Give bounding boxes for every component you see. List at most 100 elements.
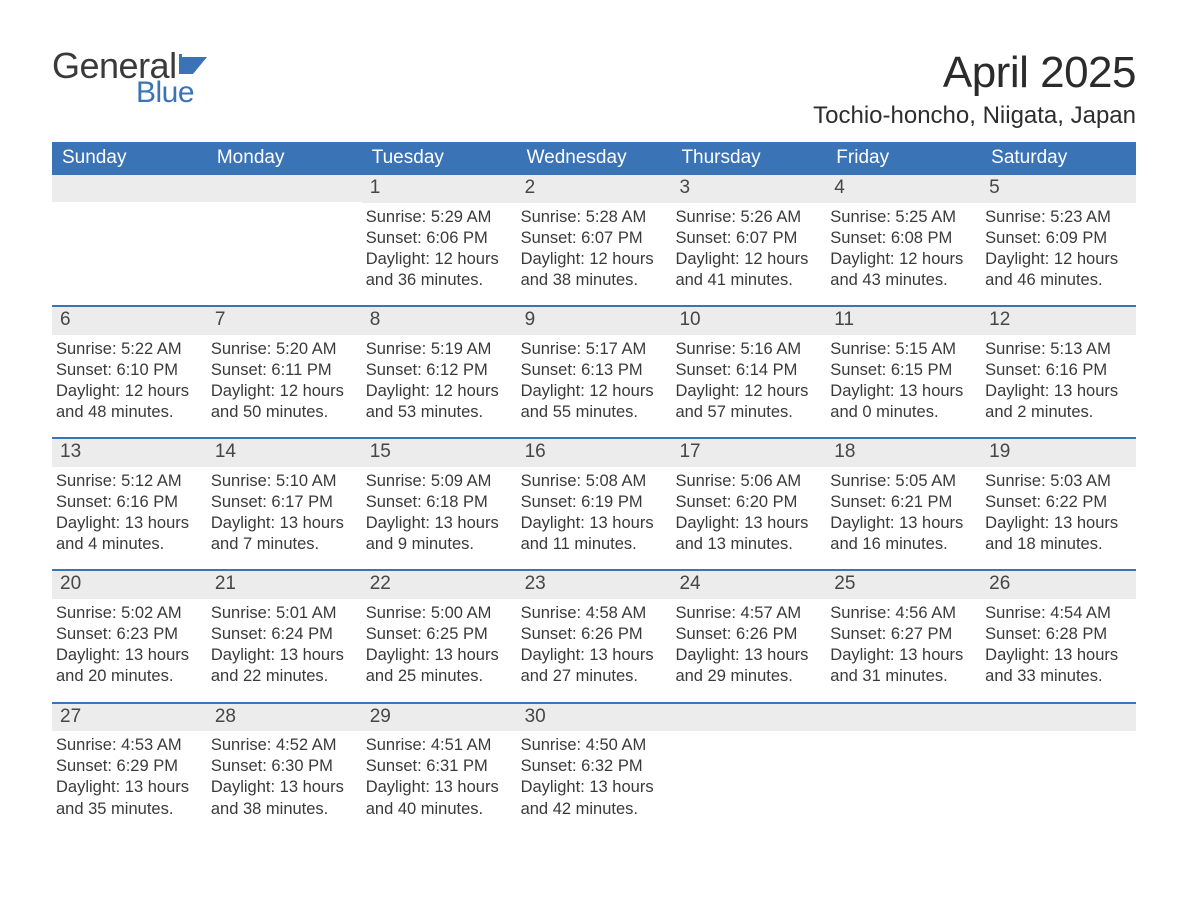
location-subtitle: Tochio-honcho, Niigata, Japan — [813, 102, 1136, 130]
calendar-day-cell: 9Sunrise: 5:17 AMSunset: 6:13 PMDaylight… — [517, 307, 672, 423]
daylight-line: Daylight: 13 hours and 31 minutes. — [830, 645, 973, 687]
day-number: 25 — [826, 571, 981, 599]
daylight-line: Daylight: 13 hours and 18 minutes. — [985, 513, 1128, 555]
sunset-line: Sunset: 6:32 PM — [521, 756, 664, 777]
sunrise-line: Sunrise: 4:50 AM — [521, 735, 664, 756]
calendar-day-cell: 11Sunrise: 5:15 AMSunset: 6:15 PMDayligh… — [826, 307, 981, 423]
day-number: 30 — [517, 704, 672, 732]
day-number: 7 — [207, 307, 362, 335]
day-details: Sunrise: 5:15 AMSunset: 6:15 PMDaylight:… — [826, 335, 981, 423]
daylight-line: Daylight: 12 hours and 46 minutes. — [985, 249, 1128, 291]
day-number-strip: 25 — [826, 571, 981, 599]
sunset-line: Sunset: 6:09 PM — [985, 228, 1128, 249]
day-details: Sunrise: 4:50 AMSunset: 6:32 PMDaylight:… — [517, 731, 672, 819]
day-details: Sunrise: 5:00 AMSunset: 6:25 PMDaylight:… — [362, 599, 517, 687]
day-number-strip: 11 — [826, 307, 981, 335]
daylight-line: Daylight: 12 hours and 43 minutes. — [830, 249, 973, 291]
day-number-strip: 1 — [362, 175, 517, 203]
daylight-line: Daylight: 13 hours and 29 minutes. — [675, 645, 818, 687]
sunrise-line: Sunrise: 5:17 AM — [521, 339, 664, 360]
day-details — [207, 202, 362, 206]
daylight-line: Daylight: 13 hours and 35 minutes. — [56, 777, 199, 819]
sunrise-line: Sunrise: 5:15 AM — [830, 339, 973, 360]
day-number: 26 — [981, 571, 1136, 599]
sunrise-line: Sunrise: 5:25 AM — [830, 207, 973, 228]
daylight-line: Daylight: 12 hours and 53 minutes. — [366, 381, 509, 423]
calendar-day-cell: 25Sunrise: 4:56 AMSunset: 6:27 PMDayligh… — [826, 571, 981, 687]
day-details: Sunrise: 5:13 AMSunset: 6:16 PMDaylight:… — [981, 335, 1136, 423]
day-details: Sunrise: 5:06 AMSunset: 6:20 PMDaylight:… — [671, 467, 826, 555]
calendar-day-cell: 16Sunrise: 5:08 AMSunset: 6:19 PMDayligh… — [517, 439, 672, 555]
day-number: 19 — [981, 439, 1136, 467]
day-number: 28 — [207, 704, 362, 732]
sunrise-line: Sunrise: 5:22 AM — [56, 339, 199, 360]
day-number-strip: 19 — [981, 439, 1136, 467]
calendar-day-cell: 15Sunrise: 5:09 AMSunset: 6:18 PMDayligh… — [362, 439, 517, 555]
title-block: April 2025 Tochio-honcho, Niigata, Japan — [813, 48, 1136, 130]
day-number: 6 — [52, 307, 207, 335]
daylight-line: Daylight: 13 hours and 22 minutes. — [211, 645, 354, 687]
day-number: 22 — [362, 571, 517, 599]
day-number-strip: 28 — [207, 704, 362, 732]
sunset-line: Sunset: 6:31 PM — [366, 756, 509, 777]
day-details: Sunrise: 4:58 AMSunset: 6:26 PMDaylight:… — [517, 599, 672, 687]
day-number-strip — [826, 704, 981, 731]
daylight-line: Daylight: 13 hours and 38 minutes. — [211, 777, 354, 819]
calendar-day-cell: 26Sunrise: 4:54 AMSunset: 6:28 PMDayligh… — [981, 571, 1136, 687]
daylight-line: Daylight: 12 hours and 48 minutes. — [56, 381, 199, 423]
sunset-line: Sunset: 6:22 PM — [985, 492, 1128, 513]
day-number: 4 — [826, 175, 981, 203]
sunset-line: Sunset: 6:18 PM — [366, 492, 509, 513]
day-number — [671, 704, 826, 731]
day-number — [52, 175, 207, 202]
sunset-line: Sunset: 6:13 PM — [521, 360, 664, 381]
day-details: Sunrise: 5:10 AMSunset: 6:17 PMDaylight:… — [207, 467, 362, 555]
daylight-line: Daylight: 13 hours and 0 minutes. — [830, 381, 973, 423]
sunset-line: Sunset: 6:26 PM — [675, 624, 818, 645]
sunrise-line: Sunrise: 4:58 AM — [521, 603, 664, 624]
calendar-day-cell: 19 Sunrise: 5:03 AMSunset: 6:22 PMDayligh… — [981, 439, 1136, 555]
calendar-day-cell — [826, 704, 981, 820]
sunrise-line: Sunrise: 5:03 AM — [985, 471, 1128, 492]
day-details: Sunrise: 4:56 AMSunset: 6:27 PMDaylight:… — [826, 599, 981, 687]
day-details: Sunrise: 4:52 AMSunset: 6:30 PMDaylight:… — [207, 731, 362, 819]
day-number-strip: 29 — [362, 704, 517, 732]
daylight-line: Daylight: 12 hours and 57 minutes. — [675, 381, 818, 423]
day-number-strip: 23 — [517, 571, 672, 599]
calendar-day-cell — [52, 175, 207, 291]
day-number: 23 — [517, 571, 672, 599]
day-details — [671, 731, 826, 735]
sunset-line: Sunset: 6:06 PM — [366, 228, 509, 249]
calendar-day-cell: 17Sunrise: 5:06 AMSunset: 6:20 PMDayligh… — [671, 439, 826, 555]
day-number: 24 — [671, 571, 826, 599]
day-details: Sunrise: 4:57 AMSunset: 6:26 PMDaylight:… — [671, 599, 826, 687]
day-of-week-header: Tuesday — [362, 142, 517, 175]
daylight-line: Daylight: 12 hours and 38 minutes. — [521, 249, 664, 291]
day-number — [207, 175, 362, 202]
sunset-line: Sunset: 6:26 PM — [521, 624, 664, 645]
day-number: 13 — [52, 439, 207, 467]
day-details: Sunrise: 5:17 AMSunset: 6:13 PMDaylight:… — [517, 335, 672, 423]
daylight-line: Daylight: 13 hours and 20 minutes. — [56, 645, 199, 687]
daylight-line: Daylight: 13 hours and 9 minutes. — [366, 513, 509, 555]
calendar-week-row: 1Sunrise: 5:29 AMSunset: 6:06 PMDaylight… — [52, 175, 1136, 291]
calendar-day-cell: 3Sunrise: 5:26 AMSunset: 6:07 PMDaylight… — [671, 175, 826, 291]
day-number: 21 — [207, 571, 362, 599]
day-details: Sunrise: 5:26 AMSunset: 6:07 PMDaylight:… — [671, 203, 826, 291]
sunset-line: Sunset: 6:11 PM — [211, 360, 354, 381]
day-number-strip: 6 — [52, 307, 207, 335]
sunrise-line: Sunrise: 4:51 AM — [366, 735, 509, 756]
sunrise-line: Sunrise: 5:00 AM — [366, 603, 509, 624]
sunrise-line: Sunrise: 5:20 AM — [211, 339, 354, 360]
day-number-strip: 30 — [517, 704, 672, 732]
calendar-day-cell: 21Sunrise: 5:01 AMSunset: 6:24 PMDayligh… — [207, 571, 362, 687]
calendar-day-cell: 4Sunrise: 5:25 AMSunset: 6:08 PMDaylight… — [826, 175, 981, 291]
day-details: Sunrise: 5:16 AMSunset: 6:14 PMDaylight:… — [671, 335, 826, 423]
page-header: General Blue April 2025 Tochio-honcho, N… — [52, 48, 1136, 130]
calendar-day-cell: 24Sunrise: 4:57 AMSunset: 6:26 PMDayligh… — [671, 571, 826, 687]
day-details: Sunrise: 5:28 AMSunset: 6:07 PMDaylight:… — [517, 203, 672, 291]
daylight-line: Daylight: 12 hours and 55 minutes. — [521, 381, 664, 423]
calendar-day-cell: 10Sunrise: 5:16 AMSunset: 6:14 PMDayligh… — [671, 307, 826, 423]
sunrise-line: Sunrise: 4:57 AM — [675, 603, 818, 624]
sunrise-line: Sunrise: 5:26 AM — [675, 207, 818, 228]
